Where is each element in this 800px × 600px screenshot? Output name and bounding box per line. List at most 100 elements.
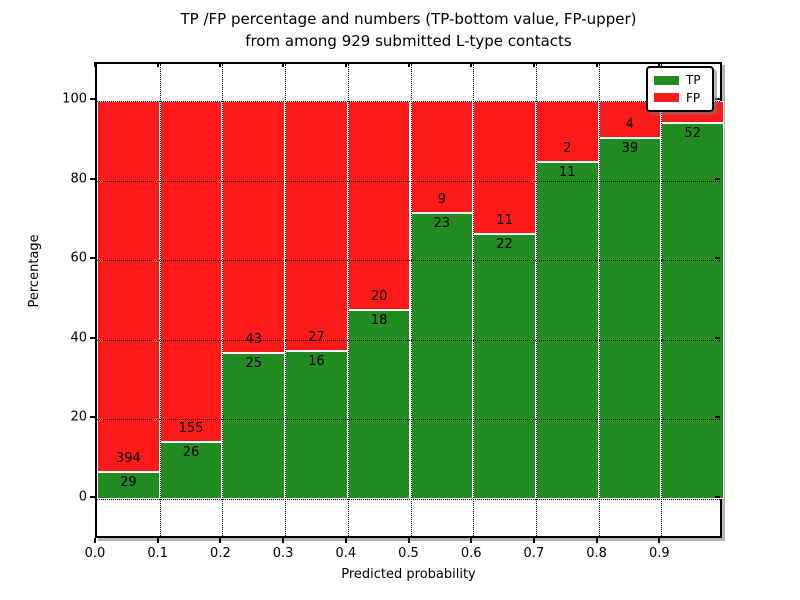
bar-segment-tp: [410, 212, 474, 499]
x-tick-mark: [219, 62, 222, 67]
y-tick-mark: [90, 336, 95, 339]
fp-count-label: 11: [496, 212, 513, 228]
fp-count-label: 43: [245, 331, 263, 347]
vertical-gridline: [473, 64, 475, 536]
x-tick-label: 0.1: [147, 546, 169, 561]
horizontal-gridline: [97, 260, 720, 262]
vertical-gridline: [598, 64, 600, 536]
bar-segment-tp: [285, 350, 348, 499]
x-tick-mark: [595, 538, 598, 543]
y-tick-label: 40: [70, 330, 87, 346]
y-tick-label: 20: [70, 409, 87, 425]
bar-segment-tp: [535, 162, 599, 499]
tp-count-label: 25: [245, 355, 263, 371]
horizontal-gridline: [97, 101, 720, 102]
tp-count-label: 29: [120, 474, 137, 490]
x-tick-mark: [156, 62, 159, 67]
bar-segment-fp: [285, 101, 348, 351]
tp-count-label: 22: [496, 236, 513, 252]
y-tick-label: 80: [70, 171, 87, 187]
x-tick-mark: [219, 538, 222, 543]
y-tick-label: 100: [62, 91, 87, 107]
x-tick-mark: [470, 538, 473, 543]
x-tick-label: 0.4: [335, 546, 357, 561]
y-tick-label: 0: [78, 489, 87, 505]
y-tick-mark: [90, 416, 95, 419]
y-tick-mark: [715, 336, 720, 339]
x-tick-mark: [94, 62, 96, 67]
chart-title-line1: TP /FP percentage and numbers (TP-bottom…: [180, 10, 637, 28]
bar-segment-fp: [410, 101, 474, 213]
y-tick-mark: [715, 416, 720, 419]
legend-label-tp: TP: [686, 73, 701, 88]
fp-count-label: 9: [437, 191, 446, 207]
vertical-gridline: [535, 64, 537, 536]
horizontal-gridline: [97, 499, 720, 500]
bar-segment-tp: [347, 310, 411, 499]
vertical-gridline: [222, 64, 224, 536]
x-tick-mark: [156, 538, 159, 543]
y-tick-mark: [90, 496, 95, 498]
bar-segment-fp: [222, 101, 286, 353]
x-tick-mark: [282, 538, 285, 543]
legend-item-tp: TP: [654, 73, 706, 87]
y-tick-mark: [715, 98, 720, 100]
bar-segment-fp: [473, 101, 536, 234]
tp-count-label: 23: [433, 215, 451, 231]
y-tick-mark: [90, 257, 95, 260]
x-tick-mark: [532, 62, 535, 67]
bar-segment-fp: [97, 101, 160, 472]
y-tick-mark: [715, 257, 720, 260]
horizontal-gridline: [97, 419, 720, 421]
bar-segment-fp: [347, 101, 411, 311]
fp-swatch-icon: [654, 93, 679, 103]
bar-segment-fp: [159, 101, 223, 442]
y-tick-mark: [715, 177, 720, 180]
x-tick-label: 0.0: [84, 546, 106, 561]
fp-count-label: 2: [563, 141, 572, 157]
fp-count-label: 27: [308, 329, 325, 345]
x-tick-label: 0.5: [398, 546, 419, 561]
x-axis-label: Predicted probability: [341, 567, 476, 582]
legend: TP FP: [646, 66, 714, 112]
fp-count-label: 394: [115, 450, 141, 466]
y-tick-mark: [90, 177, 95, 180]
horizontal-gridline: [97, 339, 720, 341]
bar-segment-tp: [473, 233, 536, 499]
y-tick-mark: [90, 98, 95, 100]
x-tick-mark: [595, 62, 598, 67]
horizontal-gridline: [97, 180, 720, 182]
bar-segment-tp: [661, 122, 724, 499]
y-axis-label: Percentage: [27, 234, 43, 308]
y-tick-label: 60: [70, 250, 87, 266]
x-tick-mark: [407, 538, 410, 543]
tp-count-label: 16: [308, 353, 325, 369]
legend-label-fp: FP: [686, 90, 701, 105]
vertical-gridline: [159, 64, 161, 536]
bar-segment-tp: [97, 471, 160, 499]
tp-count-label: 39: [621, 141, 639, 156]
vertical-gridline: [285, 64, 287, 536]
x-tick-mark: [658, 62, 661, 67]
fp-count-label: 20: [370, 289, 388, 305]
plot-area: 394 29 155 26 43 25 27 16 20 18 9 23 11 22 2 11 4 39 52: [95, 62, 724, 538]
y-tick-mark: [715, 496, 720, 498]
x-tick-mark: [344, 62, 347, 67]
tp-swatch-icon: [654, 75, 679, 85]
fp-count-label: 4: [625, 117, 635, 132]
vertical-gridline: [661, 64, 663, 536]
x-tick-label: 0.2: [210, 546, 231, 561]
bar-segment-tp: [598, 138, 662, 499]
x-tick-label: 0.7: [523, 546, 545, 561]
vertical-gridline: [347, 64, 349, 536]
x-tick-mark: [344, 538, 347, 543]
chart-title-line2: from among 929 submitted L-type contacts: [245, 32, 572, 50]
x-tick-mark: [407, 62, 410, 67]
vertical-gridline: [410, 64, 412, 536]
x-tick-label: 0.8: [586, 546, 607, 561]
x-tick-label: 0.6: [460, 546, 482, 561]
tp-count-label: 52: [684, 125, 701, 141]
x-tick-mark: [470, 62, 473, 67]
tp-count-label: 11: [558, 165, 576, 181]
